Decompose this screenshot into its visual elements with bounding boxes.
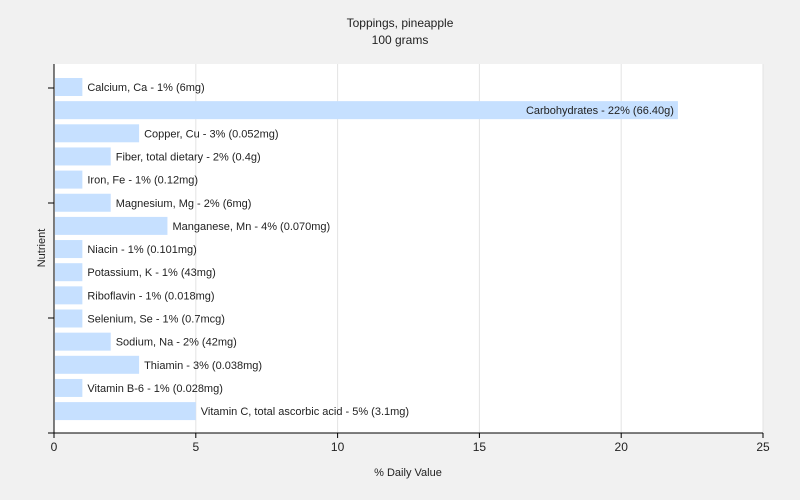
bar <box>55 309 83 328</box>
bar-group: Fiber, total dietary - 2% (0.4g) <box>55 147 261 166</box>
bar-label: Iron, Fe - 1% (0.12mg) <box>87 175 198 187</box>
bar <box>55 78 83 96</box>
x-tick-label: 15 <box>473 440 487 454</box>
y-axis-title: Nutrient <box>36 229 48 268</box>
bar-group: Niacin - 1% (0.101mg) <box>55 240 197 259</box>
bar-group: Riboflavin - 1% (0.018mg) <box>55 286 215 305</box>
axes: 0 5 10 15 20 25 <box>48 64 770 454</box>
bar-group: Vitamin B-6 - 1% (0.028mg) <box>55 378 223 397</box>
bar-label: Thiamin - 3% (0.038mg) <box>144 360 262 372</box>
bar-label: Vitamin B-6 - 1% (0.028mg) <box>87 383 223 395</box>
bar-group: Vitamin C, total ascorbic acid - 5% (3.1… <box>55 402 409 421</box>
bar-label: Fiber, total dietary - 2% (0.4g) <box>116 151 261 163</box>
bar-group: Magnesium, Mg - 2% (6mg) <box>55 193 252 212</box>
bar <box>55 263 83 282</box>
bar-label: Carbohydrates - 22% (66.40g) <box>526 105 674 117</box>
bar-label: Manganese, Mn - 4% (0.070mg) <box>172 221 330 233</box>
bar-group: Carbohydrates - 22% (66.40g) <box>55 101 678 120</box>
bar <box>55 240 83 259</box>
x-tick-label: 20 <box>615 440 629 454</box>
bar <box>55 216 168 235</box>
bar-label: Potassium, K - 1% (43mg) <box>87 267 215 279</box>
bar-group: Manganese, Mn - 4% (0.070mg) <box>55 216 330 235</box>
bar <box>55 286 83 305</box>
bar-label: Copper, Cu - 3% (0.052mg) <box>144 128 279 140</box>
bar-group: Iron, Fe - 1% (0.12mg) <box>55 170 198 189</box>
bar-group: Copper, Cu - 3% (0.052mg) <box>55 124 279 143</box>
bar <box>55 147 111 166</box>
bar <box>55 355 140 374</box>
bar <box>55 378 83 397</box>
plot-area <box>54 64 763 433</box>
bar <box>55 193 111 212</box>
bar <box>55 170 83 189</box>
bar-group: Potassium, K - 1% (43mg) <box>55 263 216 282</box>
x-tick-label: 10 <box>331 440 345 454</box>
bar <box>55 402 196 421</box>
bar <box>55 101 678 120</box>
bar-label: Selenium, Se - 1% (0.7mcg) <box>87 314 225 326</box>
bar-label: Sodium, Na - 2% (42mg) <box>116 337 237 349</box>
bars: Calcium, Ca - 1% (6mg) Carbohydrates - 22… <box>55 78 678 421</box>
bar <box>55 124 140 143</box>
chart-title: Toppings, pineapple <box>347 16 454 30</box>
bar-label: Riboflavin - 1% (0.018mg) <box>87 290 214 302</box>
x-tick-label: 0 <box>51 440 58 454</box>
bar-label: Vitamin C, total ascorbic acid - 5% (3.1… <box>201 406 409 418</box>
bar-group: Calcium, Ca - 1% (6mg) <box>55 78 205 96</box>
chart-subtitle: 100 grams <box>372 33 429 47</box>
x-tick-label: 5 <box>192 440 199 454</box>
bar-label: Niacin - 1% (0.101mg) <box>87 244 196 256</box>
bar-label: Magnesium, Mg - 2% (6mg) <box>116 198 252 210</box>
bar-group: Sodium, Na - 2% (42mg) <box>55 332 237 351</box>
bar <box>55 332 111 351</box>
bar-label: Calcium, Ca - 1% (6mg) <box>87 82 204 94</box>
bar-group: Thiamin - 3% (0.038mg) <box>55 355 262 374</box>
x-axis-title: % Daily Value <box>374 467 442 479</box>
x-tick-label: 25 <box>756 440 770 454</box>
bar-group: Selenium, Se - 1% (0.7mcg) <box>55 309 225 328</box>
grid-lines <box>195 64 764 433</box>
